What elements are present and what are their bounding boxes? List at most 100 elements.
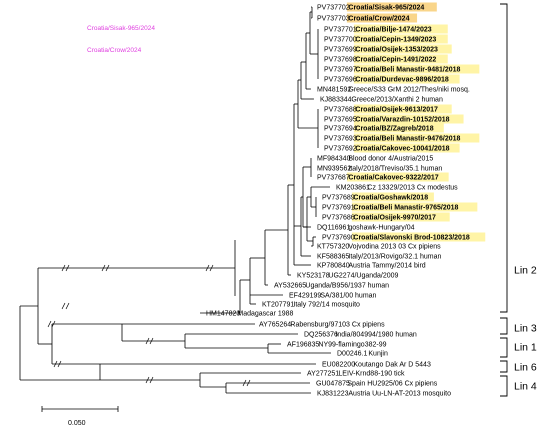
- tip-accession: DQ116961: [317, 225, 350, 232]
- tip-highlight: [353, 123, 444, 133]
- tip-highlight: [353, 24, 448, 34]
- tip-accession: PV737697: [324, 67, 357, 74]
- ghost-label: Croatia/Crow/2024: [87, 47, 142, 54]
- tip-name: Croatia/Goshawk/2018: [353, 195, 428, 202]
- tip-accession: MN939562: [317, 166, 351, 173]
- tip-name: Croatia/Beli Manastir-9476/2018: [355, 136, 460, 143]
- lineage-label: Lin 3: [514, 323, 537, 335]
- tip-name: LEIV-Krnd88-190 tick: [338, 371, 405, 378]
- tip-accession: KT757320: [317, 244, 349, 251]
- tip-accession: EF429199: [289, 293, 321, 300]
- tip-name: SA/381/00 human: [320, 293, 376, 300]
- tip-name: Croatia/Cepin-1349/2023: [355, 37, 436, 44]
- tip-highlight: [351, 212, 450, 222]
- lineage-bracket: [500, 317, 508, 335]
- tip-highlight: [353, 54, 448, 64]
- tip-name: Greece/S33 GrM 2012/Thes/niki mosq.: [348, 87, 469, 94]
- lineage-bracket: [500, 3, 508, 313]
- tip-name: Croatia/Slavonski Brod-10823/2018: [353, 235, 469, 242]
- tip-name: Italy/2018/Treviso/35.1 human: [348, 166, 442, 173]
- tip-accession: EU082200: [322, 362, 355, 369]
- tip-name: Blood donor 4/Austria/2015: [348, 156, 433, 163]
- tip-accession: HM147823: [206, 311, 240, 318]
- tip-name: Koutango Dak Ar D 5443: [353, 362, 431, 369]
- tip-name: India/804994/1980 human: [335, 332, 416, 339]
- branch-break: [145, 337, 154, 345]
- scale-bar: 0.050: [41, 406, 119, 427]
- tip-accession: PV737687: [317, 175, 350, 182]
- tip-highlight: [346, 13, 418, 23]
- tip-highlight: [353, 114, 464, 124]
- tip-accession: PV737693: [324, 136, 357, 143]
- tip-name: goshawk-Hungary/04: [348, 225, 414, 232]
- lineage-label: Lin 1: [514, 342, 537, 354]
- tip-name: UG2274/Uganda/2009: [328, 273, 398, 280]
- tip-highlight: [351, 192, 434, 202]
- tip-accession: AY532665: [274, 283, 306, 290]
- tip-name: Greece/2013/Xanthi 2 human: [351, 97, 443, 104]
- tip-name: Croatia/Cakovec-9322/2017: [348, 175, 438, 182]
- tip-highlight: [353, 133, 480, 143]
- tip-name: Croatia/Beli Manastir-9481/2018: [355, 67, 460, 74]
- tip-accession: PV737696: [324, 77, 357, 84]
- lineage-brackets: Lin 2 Lin 3 Lin 1 Lin 6 Lin 4: [500, 3, 537, 397]
- scale-bar-label: 0.050: [68, 420, 86, 427]
- branch-break: [61, 302, 70, 310]
- lineage-bracket: [500, 337, 508, 358]
- tip-highlight: [353, 74, 460, 84]
- tip-name: Croatia/Beli Manastir-9765/2018: [353, 205, 458, 212]
- tip-name: NY99-flamingo382-99: [318, 342, 386, 349]
- tip-accession: PV737689: [322, 195, 355, 202]
- tip-accession: KT207791: [262, 302, 294, 309]
- lineage-label: Lin 6: [514, 362, 537, 374]
- ghost-label: Croatia/Sisak-965/2024: [87, 25, 155, 32]
- lineage-label: Lin 2: [514, 265, 537, 277]
- tip-name: Croatia/Osijek-9970/2017: [353, 215, 436, 222]
- tip-labels: PV737702Croatia/Sisak-965/2024PV737703Cr…: [206, 5, 470, 398]
- tip-accession: GU047875: [316, 381, 350, 388]
- tip-accession: PV737698: [324, 57, 357, 64]
- tip-name: Austria Tammy/2014 bird: [348, 263, 425, 270]
- tip-name: Croatia/Osijek-1353/2023: [355, 47, 438, 54]
- tip-accession: PV737695: [324, 117, 357, 124]
- tip-name: Croatia/Varazdin-10152/2018: [355, 117, 449, 124]
- tip-highlight: [346, 2, 437, 12]
- tip-accession: PV737703: [317, 16, 350, 23]
- tip-name: Uganda/B956/1937 human: [305, 283, 389, 290]
- tip-accession: KY523178: [297, 273, 330, 280]
- branch-break: [205, 264, 214, 272]
- tip-name: Italy/2013/Rovigo/32.1 human: [348, 254, 441, 261]
- tip-name: Madagascar 1988: [237, 311, 293, 318]
- tip-accession: D00246.1: [337, 351, 367, 358]
- tip-accession: AF196835: [287, 342, 319, 349]
- tip-name: Rabensburg/97103 Cx pipiens: [290, 322, 385, 329]
- tree-branches: [19, 6, 331, 394]
- tip-name: Croatia/Osijek-9613/2017: [355, 107, 438, 114]
- tip-accession: AY277251: [307, 371, 339, 378]
- tip-name: Croatia/BZ/Zagreb/2018: [355, 126, 433, 133]
- tip-highlight: [353, 34, 448, 44]
- tip-accession: KM203861: [336, 185, 370, 192]
- tip-name: Vojvodina 2013 03 Cx pipiens: [348, 244, 441, 251]
- tip-name: Croatia/Crow/2024: [348, 16, 409, 23]
- tip-name: Croatia/Sisak-965/2024: [348, 5, 424, 12]
- tip-accession: KJ831223: [317, 391, 349, 398]
- tip-accession: PV737690: [322, 235, 355, 242]
- tip-name: Kunjin: [368, 351, 388, 358]
- tip-accession: PV737688: [324, 107, 357, 114]
- tip-highlight: [353, 104, 452, 114]
- tip-accession: PV737699: [324, 47, 357, 54]
- tip-name: Cz 13329/2013 Cx modestus: [367, 185, 458, 192]
- tip-accession: KJ883344: [320, 97, 352, 104]
- lineage-bracket: [500, 360, 508, 373]
- tip-name: Croatia/Durdevac-9896/2018: [355, 77, 448, 84]
- tip-accession: DQ256376: [304, 332, 338, 339]
- lineage-label: Lin 4: [514, 381, 537, 393]
- tip-highlight: [353, 44, 452, 54]
- tip-highlight: [353, 64, 480, 74]
- tip-accession: MN481592: [317, 87, 351, 94]
- tip-accession: PV737686: [322, 215, 355, 222]
- tip-name: Croatia/Cakovec-10041/2018: [355, 146, 449, 153]
- tip-name: Croatia/Cepin-1491/2022: [355, 57, 436, 64]
